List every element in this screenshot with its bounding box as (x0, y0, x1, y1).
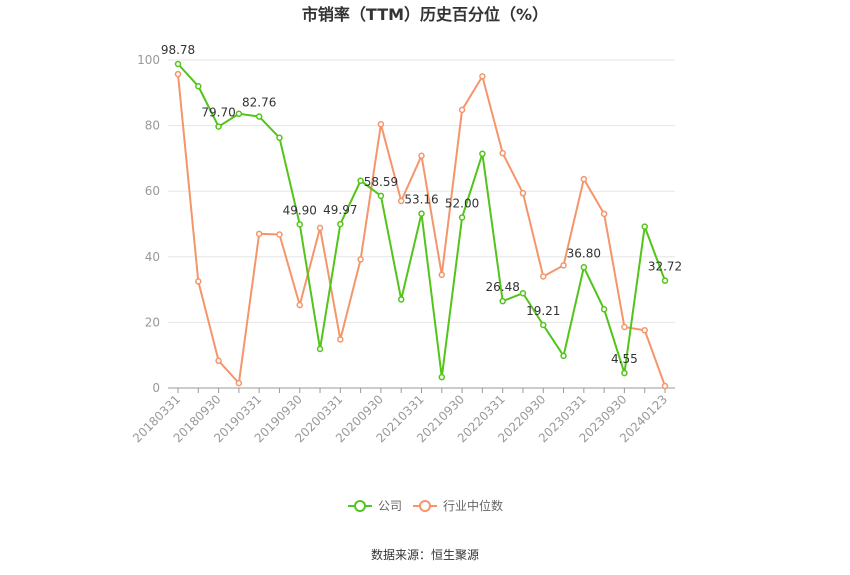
data-point[interactable] (296, 221, 303, 228)
data-point[interactable] (479, 150, 486, 158)
data-point[interactable] (621, 323, 628, 331)
data-point[interactable] (276, 231, 283, 238)
data-point[interactable] (499, 297, 506, 305)
data-point[interactable] (560, 262, 567, 269)
data-label: 32.72 (648, 260, 682, 274)
grid-lines (168, 59, 675, 323)
data-point[interactable] (195, 82, 202, 90)
data-point[interactable] (174, 70, 182, 78)
data-point[interactable] (255, 113, 263, 120)
data-point[interactable] (560, 352, 567, 360)
data-point[interactable] (215, 357, 222, 365)
data-point[interactable] (458, 214, 466, 221)
legend-median-label: 行业中位数 (443, 498, 503, 513)
data-point[interactable] (377, 121, 385, 128)
data-point[interactable] (580, 175, 588, 183)
data-point[interactable] (357, 256, 364, 263)
data-point[interactable] (499, 149, 506, 157)
data-point[interactable] (479, 73, 486, 80)
data-label: 82.76 (242, 96, 276, 110)
data-point[interactable] (215, 123, 222, 130)
data-point[interactable] (316, 345, 324, 353)
data-point[interactable] (255, 230, 263, 238)
data-point[interactable] (438, 373, 446, 381)
data-point[interactable] (235, 379, 243, 387)
data-label: 26.48 (485, 280, 519, 294)
data-label: 79.70 (201, 106, 235, 120)
data-point[interactable] (661, 382, 669, 390)
data-point[interactable] (195, 278, 202, 285)
series-line (177, 73, 666, 387)
data-point[interactable] (397, 296, 405, 303)
legend-item-industry-median[interactable]: 行业中位数 (413, 498, 503, 513)
data-point[interactable] (641, 223, 648, 230)
data-point[interactable] (641, 327, 648, 334)
data-point[interactable] (174, 60, 182, 68)
data-label: 58.59 (364, 175, 398, 189)
data-label: 4.55 (611, 352, 638, 366)
data-point[interactable] (377, 192, 385, 200)
data-label: 52.00 (445, 196, 479, 210)
data-label: 53.16 (404, 193, 438, 207)
source-note: 数据来源：恒生聚源 (371, 547, 479, 562)
data-point[interactable] (540, 273, 547, 280)
data-point[interactable] (316, 224, 324, 232)
data-point[interactable] (661, 277, 669, 284)
x-axis: 2018033120180930201903312019093020200331… (130, 387, 675, 445)
legend-item-company[interactable]: 公司 (348, 499, 402, 513)
y-tick-label: 0 (152, 381, 160, 395)
legend-company-label: 公司 (378, 499, 402, 513)
data-point[interactable] (276, 134, 283, 141)
y-tick-label: 60 (145, 184, 160, 198)
y-tick-label: 100 (137, 53, 160, 67)
series-company (174, 60, 669, 381)
legend-median-marker (419, 500, 431, 512)
y-tick-label: 80 (145, 119, 160, 133)
data-point[interactable] (519, 289, 527, 297)
chart-title: 市销率（TTM）历史百分位（%） (302, 5, 548, 24)
data-point[interactable] (337, 336, 344, 343)
data-labels: 98.78 79.70 82.76 49.90 49.97 58.59 53.16 52.00… (161, 43, 682, 366)
y-tick-label: 20 (145, 315, 160, 329)
y-axis: 0 20 40 60 80 100 (137, 53, 160, 395)
data-point[interactable] (397, 197, 405, 205)
data-point[interactable] (519, 189, 527, 197)
data-point[interactable] (235, 110, 243, 118)
data-point[interactable] (418, 152, 425, 160)
data-label: 49.97 (323, 203, 357, 217)
data-point[interactable] (540, 321, 547, 329)
data-point[interactable] (621, 369, 628, 377)
data-point[interactable] (418, 210, 425, 217)
data-point[interactable] (600, 210, 608, 218)
legend-company-marker (354, 500, 366, 512)
data-label: 36.80 (567, 246, 601, 260)
series-industry-median (174, 70, 669, 390)
data-label: 49.90 (283, 203, 317, 217)
data-point[interactable] (458, 106, 466, 114)
y-tick-label: 40 (145, 250, 160, 264)
series-layer (174, 60, 669, 390)
data-point[interactable] (296, 301, 303, 309)
data-point[interactable] (337, 220, 344, 228)
data-point[interactable] (438, 271, 446, 279)
data-label: 98.78 (161, 43, 195, 57)
series-line (177, 63, 666, 378)
data-point[interactable] (580, 264, 588, 271)
data-label: 19.21 (526, 304, 560, 318)
data-point[interactable] (357, 177, 364, 184)
legend[interactable]: 公司 行业中位数 (348, 498, 503, 513)
data-point[interactable] (600, 306, 608, 313)
